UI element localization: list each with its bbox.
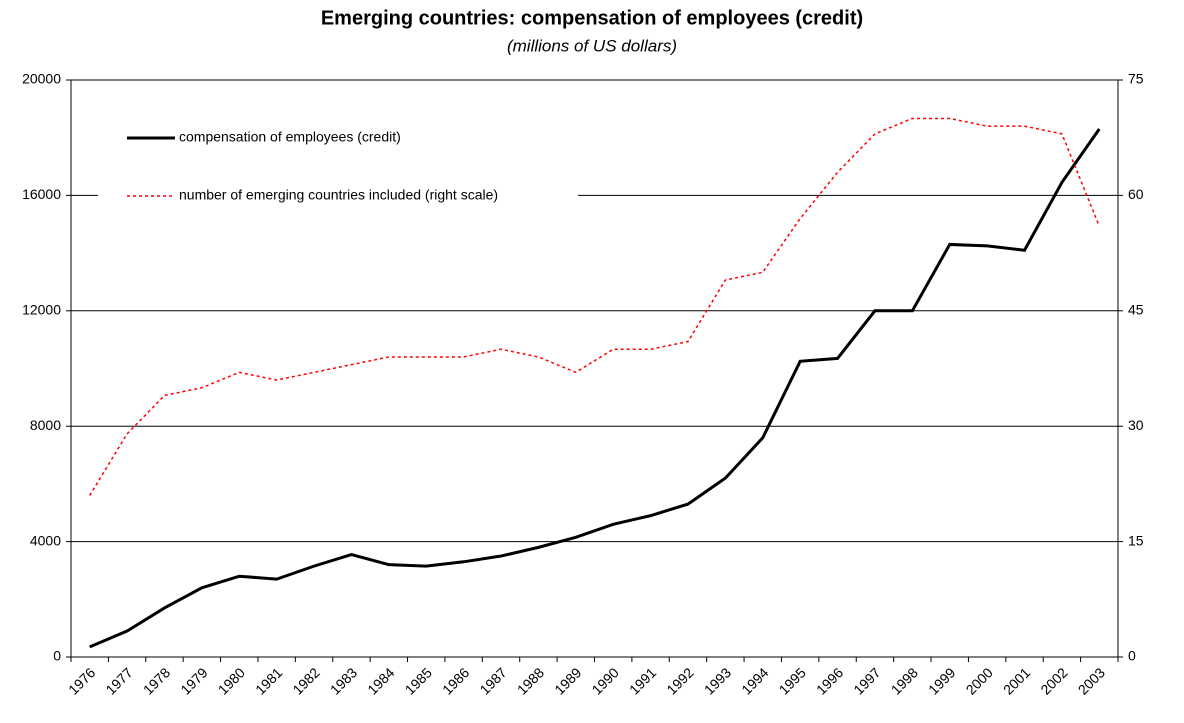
y-tick-label: 16000 [22,186,61,202]
legend-box [98,112,578,216]
x-tick-label: 1990 [589,664,622,697]
x-tick-label: 1998 [888,664,921,697]
x-tick-label: 1992 [663,664,696,697]
x-tick-label: 1982 [289,664,322,697]
x-tick-label: 2001 [1000,664,1033,697]
y2-tick-label: 0 [1128,648,1136,664]
legend-label: number of emerging countries included (r… [179,187,498,203]
x-tick-label: 1995 [776,664,809,697]
x-tick-label: 1976 [65,664,98,697]
x-tick-label: 1989 [551,664,584,697]
x-tick-label: 1987 [476,664,509,697]
y-tick-label: 12000 [22,302,61,318]
y2-tick-label: 15 [1128,532,1144,548]
x-tick-label: 1980 [215,664,248,697]
x-tick-label: 1991 [626,664,659,697]
chart-subtitle: (millions of US dollars) [507,36,677,55]
y-tick-label: 8000 [30,417,61,433]
chart-title: Emerging countries: compensation of empl… [321,7,863,29]
x-tick-label: 1999 [925,664,958,697]
y-tick-label: 0 [53,648,61,664]
x-tick-label: 2002 [1037,664,1070,697]
x-tick-label: 1981 [252,664,285,697]
x-tick-label: 1977 [102,664,135,697]
y2-tick-label: 75 [1128,71,1144,87]
x-tick-label: 1984 [364,664,397,697]
x-tick-label: 1983 [327,664,360,697]
x-tick-label: 1986 [439,664,472,697]
x-tick-label: 2003 [1075,664,1108,697]
x-tick-label: 1988 [514,664,547,697]
x-tick-label: 2000 [963,664,996,697]
series-line [89,117,1100,496]
x-tick-label: 1985 [402,664,435,697]
x-tick-label: 1979 [177,664,210,697]
x-tick-label: 1993 [701,664,734,697]
y-tick-label: 4000 [30,532,61,548]
x-tick-label: 1996 [813,664,846,697]
series-line [89,128,1101,649]
legend-label: compensation of employees (credit) [179,129,401,145]
y2-tick-label: 60 [1128,186,1144,202]
y2-tick-label: 30 [1128,417,1144,433]
x-tick-label: 1994 [738,664,771,697]
y2-tick-label: 45 [1128,302,1144,318]
x-tick-label: 1997 [850,664,883,697]
x-tick-label: 1978 [140,664,173,697]
y-tick-label: 20000 [22,71,61,87]
